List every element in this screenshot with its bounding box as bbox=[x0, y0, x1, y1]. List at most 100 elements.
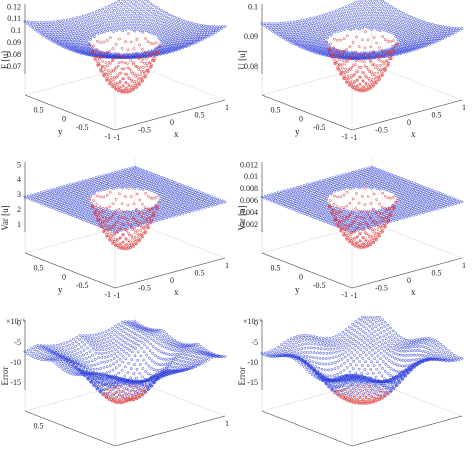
z-tick-label: 0.1 bbox=[11, 26, 21, 35]
y-axis-label: y bbox=[295, 127, 300, 137]
z-axis-label: E [u] bbox=[0, 51, 10, 69]
z-tick-label: -15 bbox=[10, 378, 21, 387]
y-tick-label: 0.5 bbox=[271, 264, 281, 273]
inner-points bbox=[102, 384, 148, 405]
z-axis-label: Error bbox=[0, 367, 10, 386]
inner-points bbox=[325, 30, 399, 93]
y-tick-label: -0.5 bbox=[76, 123, 89, 132]
surface-points bbox=[23, 320, 227, 400]
z-tick-label: 0.07 bbox=[7, 62, 21, 71]
y-axis bbox=[261, 94, 353, 131]
z-tick-label: 0.08 bbox=[244, 62, 258, 71]
y-tick-label: -1 bbox=[341, 132, 348, 141]
x-tick-label: 1 bbox=[225, 261, 229, 270]
z-tick-label: 5 bbox=[17, 160, 21, 169]
axis-floor bbox=[24, 380, 226, 447]
y-tick-label: -1 bbox=[341, 290, 348, 299]
y-tick-label: 0 bbox=[62, 272, 66, 281]
z-tick-label: 0.1 bbox=[248, 2, 258, 11]
y-axis bbox=[24, 410, 116, 447]
z-tick-label: -10 bbox=[247, 358, 258, 367]
z-tick-label: -10 bbox=[10, 358, 21, 367]
x-axis-label: x bbox=[174, 129, 179, 139]
y-axis-label: y bbox=[58, 285, 63, 295]
x-tick-label: -1 bbox=[114, 291, 121, 300]
y-tick-label: -0.5 bbox=[313, 281, 326, 290]
axis-floor bbox=[261, 380, 463, 447]
z-tick-label: 0.008 bbox=[240, 184, 258, 193]
x-tick-label: 0 bbox=[407, 276, 411, 285]
x-tick-label: 1 bbox=[225, 419, 229, 428]
z-tick-label: 0.09 bbox=[244, 32, 258, 41]
z-tick-label: 0.004 bbox=[240, 208, 258, 217]
x-tick-label: 0.5 bbox=[432, 268, 442, 277]
z-exponent: ×10⁻⁶ bbox=[243, 317, 263, 326]
axis-floor bbox=[261, 64, 463, 131]
x-axis bbox=[114, 99, 226, 131]
y-axis bbox=[24, 94, 116, 131]
x-axis bbox=[351, 99, 463, 131]
z-axis-label: Var [u] bbox=[0, 205, 10, 230]
inner-points bbox=[88, 186, 162, 251]
x-tick-label: -1 bbox=[114, 133, 121, 142]
x-tick-label: 1 bbox=[225, 103, 229, 112]
x-tick-label: -0.5 bbox=[138, 283, 151, 292]
surface-points bbox=[260, 316, 464, 399]
surface-points bbox=[260, 165, 464, 234]
z-exponent: ×10⁻⁶ bbox=[6, 317, 26, 326]
y-tick-label: -0.5 bbox=[76, 281, 89, 290]
z-tick-label: 0.12 bbox=[7, 2, 21, 11]
x-tick-label: 1 bbox=[462, 261, 466, 270]
x-axis-label: x bbox=[174, 287, 179, 297]
z-tick-label: 4 bbox=[17, 175, 21, 184]
y-axis-label: y bbox=[58, 127, 63, 137]
x-axis bbox=[351, 415, 463, 447]
z-tick-label: 0.006 bbox=[240, 196, 258, 205]
z-tick-label: 0 bbox=[254, 318, 258, 327]
x-tick-label: 1 bbox=[462, 103, 466, 112]
y-tick-label: 0 bbox=[62, 114, 66, 123]
x-tick-label: 0 bbox=[407, 118, 411, 127]
y-tick-label: 0.5 bbox=[34, 422, 44, 431]
z-tick-label: 1 bbox=[17, 220, 21, 229]
z-tick-label: 3 bbox=[17, 190, 21, 199]
z-axis-label: U [u] bbox=[237, 50, 247, 69]
x-tick-label: -0.5 bbox=[375, 283, 388, 292]
y-tick-label: -1 bbox=[104, 132, 111, 141]
x-tick-label: 0.5 bbox=[195, 268, 205, 277]
inner-points bbox=[325, 186, 399, 250]
panel: 0.1 0.09 0.08U [u] -1 -0.5 0 0.5 1 x 0.5 0 -0.5 -1 y bbox=[237, 0, 466, 142]
x-tick-label: 0 bbox=[170, 276, 174, 285]
y-tick-label: 0.5 bbox=[271, 106, 281, 115]
x-tick-label: -1 bbox=[351, 133, 358, 142]
z-axis-label: Var [u] bbox=[237, 205, 247, 230]
x-axis-label: x bbox=[411, 129, 416, 139]
panel: 0.12 0.11 0.1 0.09 0.08 0.07E [u] -1 -0.5 0 0.5 1 x… bbox=[0, 0, 229, 142]
z-tick-label: 0.002 bbox=[240, 220, 258, 229]
y-axis-label: y bbox=[295, 285, 300, 295]
y-tick-label: 0 bbox=[299, 114, 303, 123]
surface-points bbox=[260, 0, 464, 61]
y-tick-label: -1 bbox=[104, 290, 111, 299]
x-tick-label: -1 bbox=[351, 291, 358, 300]
x-axis bbox=[114, 415, 226, 447]
axis-floor bbox=[261, 222, 463, 289]
z-tick-label: -5 bbox=[251, 338, 258, 347]
y-axis bbox=[261, 252, 353, 289]
inner-points bbox=[333, 384, 391, 405]
y-tick-label: 0.5 bbox=[34, 106, 44, 115]
y-axis bbox=[261, 410, 353, 447]
z-tick-label: 0.012 bbox=[240, 160, 258, 169]
x-tick-label: -0.5 bbox=[375, 125, 388, 134]
x-tick-label: -0.5 bbox=[138, 125, 151, 134]
inner-points bbox=[88, 32, 162, 94]
axis-floor bbox=[24, 64, 226, 131]
z-tick-label: 0.08 bbox=[7, 50, 21, 59]
z-tick-label: -15 bbox=[247, 378, 258, 387]
axis-floor bbox=[24, 222, 226, 289]
z-tick-label: 0.01 bbox=[244, 172, 258, 181]
